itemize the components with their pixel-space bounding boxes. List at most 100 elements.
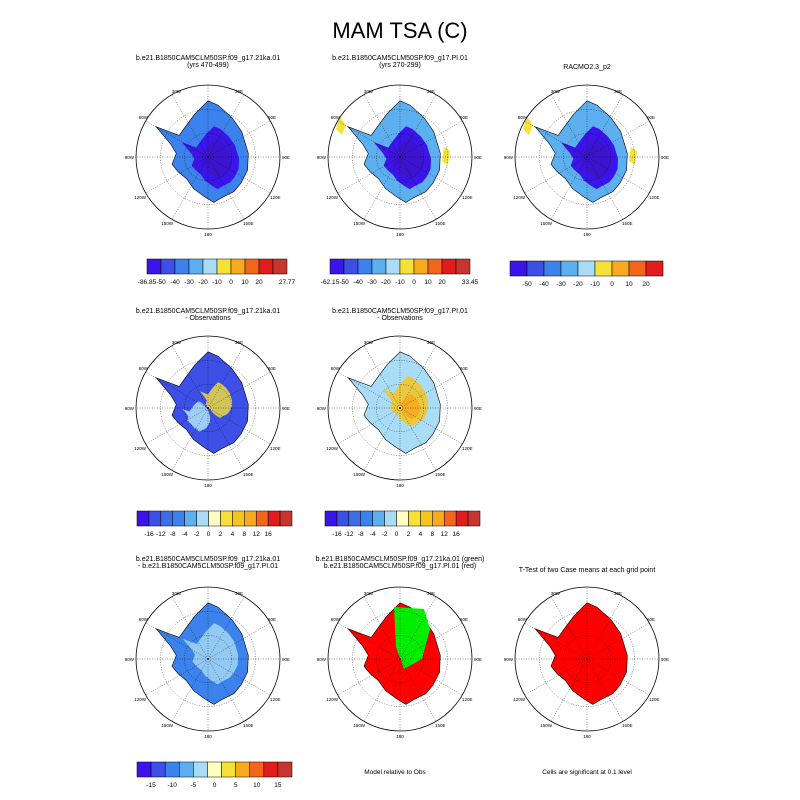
lon-label: 60E <box>647 115 655 120</box>
lon-label: 150W <box>540 221 553 226</box>
lon-label: 120W <box>134 697 147 702</box>
colorbar-label: 27.77 <box>279 279 296 286</box>
colorbar-box <box>543 260 562 277</box>
colorbar-label: 0 <box>229 279 233 286</box>
colorbar-box <box>384 510 397 527</box>
lon-label: 120W <box>326 195 339 200</box>
lon-label: 90E <box>661 657 669 662</box>
colorbar-box <box>329 258 345 275</box>
colorbar-box <box>372 510 385 527</box>
panel-subtitle: - Observations <box>185 315 231 322</box>
lon-label: 150W <box>353 723 366 728</box>
lon-label: 60E <box>647 617 655 622</box>
lon-label: 180 <box>204 232 212 237</box>
panel-title: RACMO2.3_p2 <box>563 64 611 71</box>
colorbar-label: -2 <box>194 531 200 538</box>
panel-subtitle: (yrs 470-499) <box>187 62 229 69</box>
map-panel: 30W 30E 60W 60E 90W 90E 120W 120E 150W 150E 180 RAC… <box>504 64 669 237</box>
colorbar-box <box>427 258 443 275</box>
lon-label: 30E <box>427 591 435 596</box>
lon-label: 60W <box>518 617 528 622</box>
colorbar-label: -62.15 <box>321 279 340 286</box>
colorbar-label: -50 <box>522 281 532 288</box>
colorbar-box <box>443 510 457 527</box>
colorbar: -50 -40 -30 -20 -10 0 10 20 <box>509 260 664 288</box>
panel-title: T-Test of two Case means at each grid po… <box>519 567 656 574</box>
colorbar-box <box>255 510 269 527</box>
colorbar-box <box>526 260 545 277</box>
lon-label: 30W <box>364 89 374 94</box>
colorbar-box <box>230 258 246 275</box>
colorbar-box <box>263 761 279 778</box>
lon-label: 60E <box>268 366 276 371</box>
lon-label: 60E <box>460 115 468 120</box>
map-panel: 30W 30E 60W 60E 90W 90E 120W 120E 150W 150E 180 b.e… <box>317 308 482 488</box>
lon-label: 150W <box>353 472 366 477</box>
colorbar-box <box>413 258 429 275</box>
lon-label: 30E <box>235 89 243 94</box>
antarctica-ttest <box>534 602 628 705</box>
colorbar-label: -15 <box>146 782 156 789</box>
lon-label: 60W <box>331 617 341 622</box>
panel-title: b.e21.B1850CAM5CLM50SP.f09_g17.21ka.01 <box>136 55 280 62</box>
lon-label: 120E <box>462 697 473 702</box>
lon-label: 180 <box>396 483 404 488</box>
map-panel: 30W 30E 60W 60E 90W 90E 120W 120E 150W 150E 180 T-T… <box>504 567 669 739</box>
lon-label: 150W <box>161 221 174 226</box>
lon-label: 60E <box>460 617 468 622</box>
colorbar-box <box>174 258 190 275</box>
colorbar-box <box>645 260 664 277</box>
lon-label: 180 <box>396 734 404 739</box>
note-significance: Cells are significant at 0.1 level <box>542 769 632 776</box>
lon-label: 150W <box>161 723 174 728</box>
lon-label: 90E <box>282 657 290 662</box>
colorbar-box <box>244 510 257 527</box>
colorbar-box <box>336 510 350 527</box>
lon-label: 60W <box>139 366 149 371</box>
lon-label: 180 <box>204 734 212 739</box>
colorbar-box <box>208 510 221 527</box>
colorbar-box <box>455 510 469 527</box>
lon-label: 90E <box>474 406 482 411</box>
lon-label: 30W <box>172 340 182 345</box>
lon-label: 30W <box>172 89 182 94</box>
colorbar-label: -10 <box>212 279 222 286</box>
colorbar-label: 0 <box>207 531 211 538</box>
colorbar-label: -12 <box>344 531 354 538</box>
colorbar-label: -10 <box>590 281 600 288</box>
colorbar-box <box>160 510 174 527</box>
colorbar-label: 12 <box>441 531 449 538</box>
lon-label: 30E <box>614 591 622 596</box>
panel-title: b.e21.B1850CAM5CLM50SP.f09_g17.PI.01 <box>332 308 468 315</box>
colorbar-label: 5 <box>234 782 238 789</box>
colorbar-label: 20 <box>438 279 446 286</box>
lon-label: 60W <box>139 115 149 120</box>
lon-label: 120E <box>462 446 473 451</box>
panel-title: b.e21.B1850CAM5CLM50SP.f09_g17.21ka.01 (… <box>316 556 485 563</box>
lon-label: 120E <box>270 697 281 702</box>
colorbar-label: 15 <box>274 782 282 789</box>
lon-label: 30W <box>551 591 561 596</box>
figure-title: MAM TSA (C) <box>332 18 467 43</box>
panel-subtitle: (yrs 270-299) <box>379 62 421 69</box>
lon-label: 60E <box>268 115 276 120</box>
colorbar-box <box>408 510 421 527</box>
lon-label: 90W <box>317 155 327 160</box>
antarctica-bias-21ka <box>155 351 249 454</box>
lon-label: 150E <box>435 221 446 226</box>
lon-label: 120E <box>270 195 281 200</box>
colorbar-label: 10 <box>253 782 261 789</box>
colorbar-label: -20 <box>381 279 391 286</box>
colorbar-box <box>249 761 265 778</box>
colorbar-box <box>272 258 288 275</box>
colorbar-box <box>594 260 613 277</box>
colorbar: -86.85 -50 -40 -30 -20 -10 0 10 20 27.77 <box>138 258 296 286</box>
colorbar-label: 0 <box>610 281 614 288</box>
colorbar-box <box>136 510 150 527</box>
colorbar-label: 0 <box>395 531 399 538</box>
lon-label: 60W <box>331 366 341 371</box>
colorbar-label: -20 <box>573 281 583 288</box>
colorbar-box <box>577 260 596 277</box>
lon-label: 150E <box>243 221 254 226</box>
colorbar-label: 10 <box>625 281 633 288</box>
